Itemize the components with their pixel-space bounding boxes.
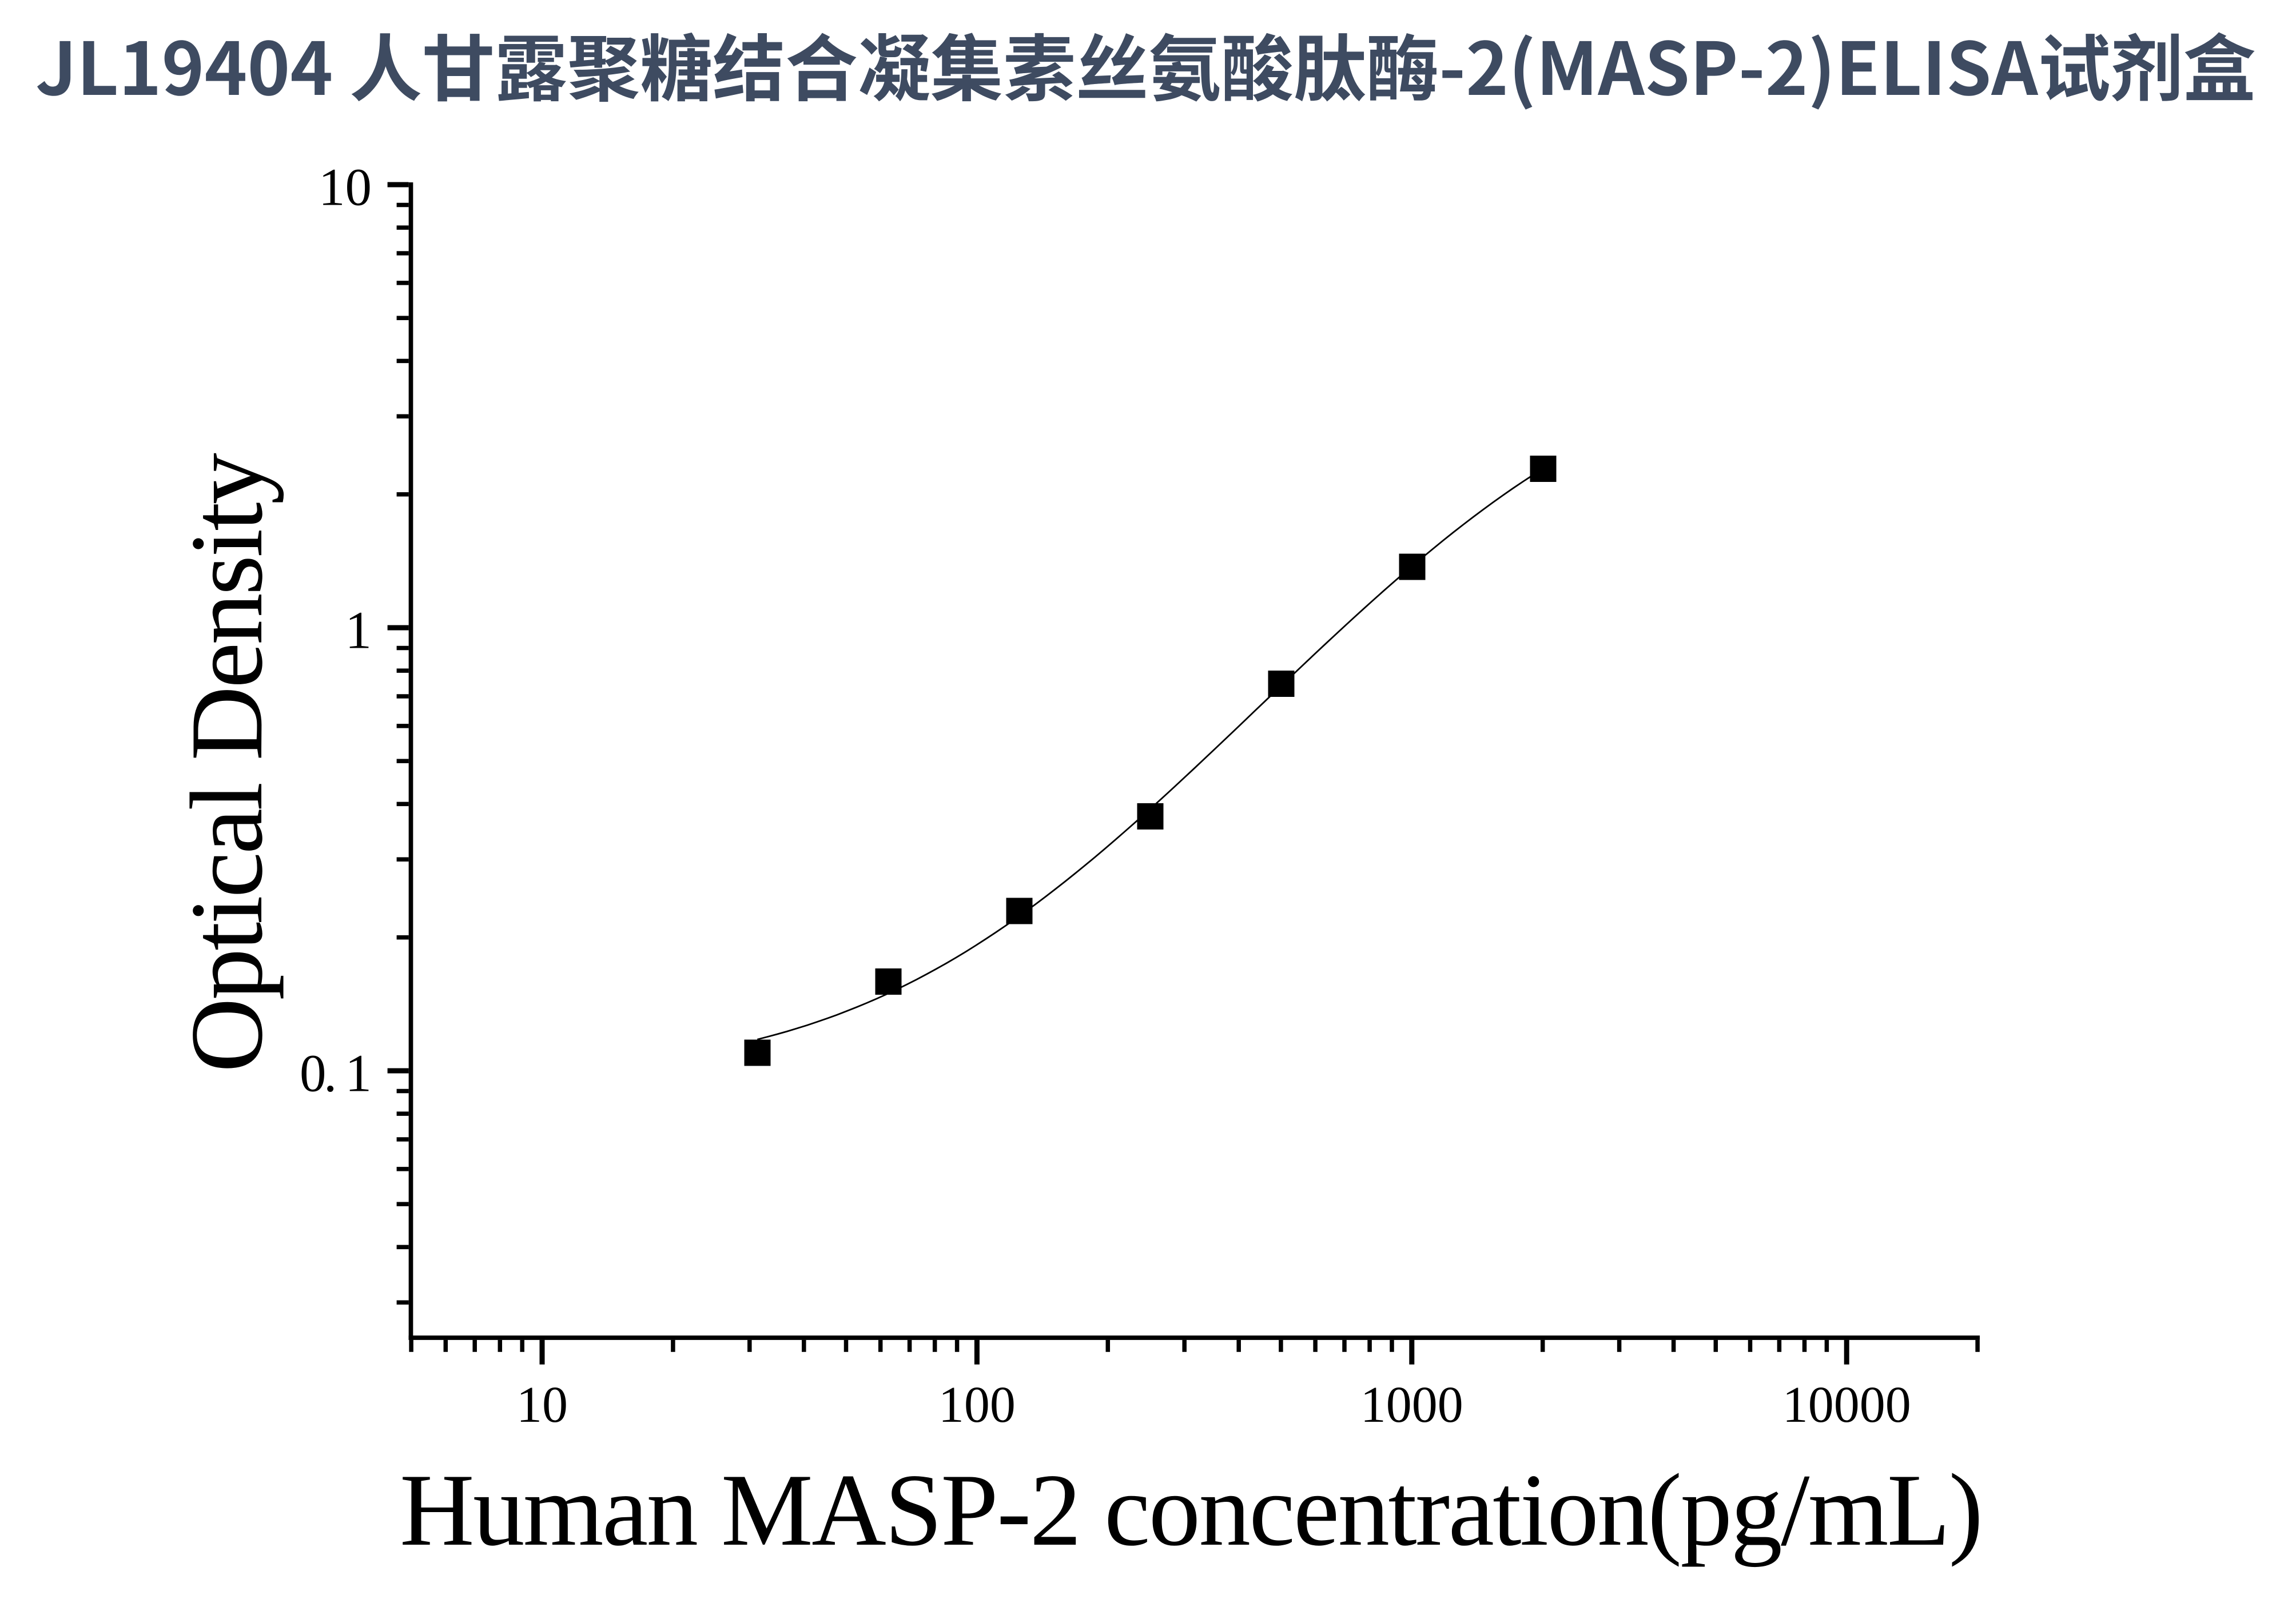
svg-text:1: 1	[345, 601, 372, 660]
svg-text:10000: 10000	[1782, 1377, 1911, 1433]
svg-text:Optical Density: Optical Density	[170, 453, 284, 1072]
svg-text:1000: 1000	[1360, 1377, 1463, 1433]
svg-text:Human MASP-2 concentration(pg/: Human MASP-2 concentration(pg/mL)	[400, 1453, 1983, 1568]
svg-text:10: 10	[516, 1377, 568, 1433]
svg-text:100: 100	[938, 1377, 1016, 1433]
svg-text:0. 1: 0. 1	[300, 1044, 372, 1103]
svg-text:10: 10	[319, 158, 372, 217]
